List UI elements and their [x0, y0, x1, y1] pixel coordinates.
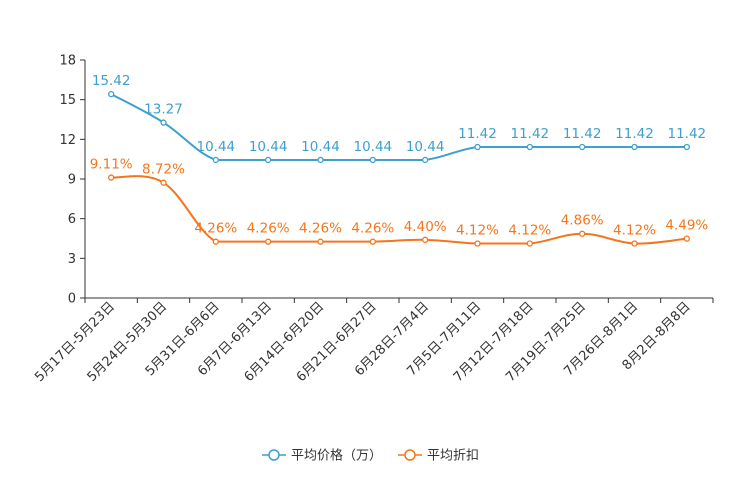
data-point[interactable] — [422, 156, 429, 164]
y-tick-label: 9 — [68, 173, 76, 188]
data-point[interactable] — [108, 174, 115, 181]
data-label: 4.86% — [561, 213, 604, 229]
data-point[interactable] — [265, 238, 272, 245]
data-label: 10.44 — [197, 139, 236, 155]
data-label: 11.42 — [511, 126, 550, 142]
data-point[interactable] — [683, 143, 690, 151]
data-label: 11.42 — [615, 126, 654, 142]
data-point[interactable] — [108, 90, 115, 98]
data-point[interactable] — [212, 238, 219, 245]
data-point[interactable] — [579, 230, 586, 237]
data-label: 10.44 — [406, 139, 445, 155]
axes: 03691215185月17日-5月23日5月24日-5月30日5月31日-6月… — [32, 54, 714, 385]
data-label: 11.42 — [668, 126, 707, 142]
legend[interactable]: 平均价格（万） 平均折扣 — [262, 448, 479, 464]
data-label: 4.26% — [351, 221, 394, 237]
data-point[interactable] — [265, 156, 272, 164]
data-point[interactable] — [526, 240, 533, 247]
data-label: 13.27 — [144, 102, 183, 118]
legend-item-1[interactable]: 平均折扣 — [398, 449, 479, 464]
data-label: 4.26% — [194, 221, 237, 237]
data-point[interactable] — [160, 179, 167, 186]
data-label: 4.40% — [404, 219, 447, 235]
y-tick-label: 12 — [59, 133, 76, 148]
series-line-0 — [110, 93, 687, 161]
data-label: 4.26% — [247, 221, 290, 237]
data-point[interactable] — [369, 156, 376, 164]
y-tick-label: 6 — [68, 212, 76, 227]
data-point[interactable] — [160, 119, 167, 126]
data-label: 11.42 — [563, 126, 602, 142]
data-point[interactable] — [422, 236, 429, 243]
y-tick-label: 3 — [68, 252, 76, 267]
data-point[interactable] — [631, 143, 638, 151]
data-point[interactable] — [474, 240, 481, 247]
data-label: 15.42 — [92, 73, 131, 89]
data-point[interactable] — [631, 240, 638, 247]
data-label: 4.12% — [613, 223, 656, 239]
data-label: 10.44 — [301, 139, 340, 155]
legend-marker-icon — [268, 449, 280, 461]
data-labels-layer: 15.42 13.27 10.44 10.44 10.44 10.44 10.44 11.42… — [90, 73, 709, 238]
data-label: 10.44 — [354, 139, 393, 155]
data-label: 9.11% — [90, 157, 133, 173]
legend-label: 平均价格（万） — [291, 448, 382, 464]
data-label: 8.72% — [142, 162, 185, 178]
data-label: 4.49% — [665, 218, 708, 234]
data-point[interactable] — [683, 235, 690, 242]
data-label: 4.12% — [508, 223, 551, 239]
data-label: 10.44 — [249, 139, 288, 155]
data-label: 4.26% — [299, 221, 342, 237]
y-tick-label: 0 — [68, 292, 76, 307]
data-point[interactable] — [526, 143, 533, 151]
legend-marker-icon — [404, 449, 416, 461]
data-point[interactable] — [579, 143, 586, 151]
data-point[interactable] — [369, 238, 376, 245]
data-point[interactable] — [317, 156, 324, 164]
series-layer — [108, 90, 690, 247]
y-tick-label: 15 — [59, 93, 76, 108]
y-tick-label: 18 — [59, 54, 76, 69]
data-point[interactable] — [474, 143, 481, 151]
data-label: 4.12% — [456, 223, 499, 239]
data-point[interactable] — [212, 156, 219, 164]
legend-item-0[interactable]: 平均价格（万） — [262, 448, 382, 464]
legend-label: 平均折扣 — [427, 449, 479, 464]
data-label: 11.42 — [458, 126, 497, 142]
data-point[interactable] — [317, 238, 324, 245]
